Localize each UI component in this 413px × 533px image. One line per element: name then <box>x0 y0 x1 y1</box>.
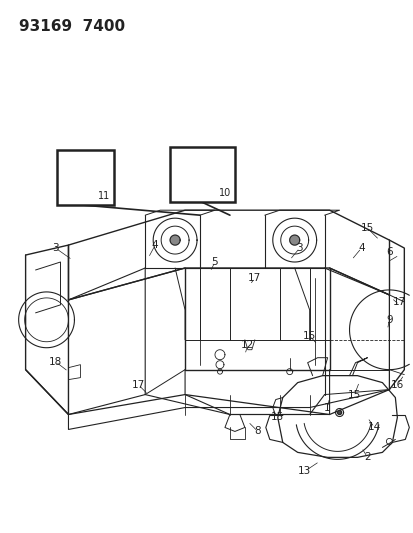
Text: 6: 6 <box>385 247 392 257</box>
Text: 17: 17 <box>131 379 145 390</box>
Text: 4: 4 <box>152 240 158 250</box>
Text: 17: 17 <box>248 273 261 283</box>
Bar <box>56 150 114 205</box>
Text: 14: 14 <box>367 423 380 432</box>
Text: 8: 8 <box>254 426 261 437</box>
Polygon shape <box>170 235 180 245</box>
Text: 15: 15 <box>360 223 373 233</box>
Text: 15: 15 <box>302 331 316 341</box>
Text: 2: 2 <box>363 453 370 462</box>
Polygon shape <box>337 410 341 415</box>
Text: 10: 10 <box>218 188 230 198</box>
Text: 4: 4 <box>357 243 364 253</box>
Text: 16: 16 <box>390 379 403 390</box>
Text: 12: 12 <box>241 340 254 350</box>
Text: 13: 13 <box>297 466 311 477</box>
Bar <box>170 148 234 202</box>
Text: 93169  7400: 93169 7400 <box>19 19 124 34</box>
Text: 18: 18 <box>49 357 62 367</box>
Text: 15: 15 <box>347 390 360 400</box>
Text: 3: 3 <box>296 243 302 253</box>
Text: 3: 3 <box>52 243 59 253</box>
Text: 1: 1 <box>323 402 330 413</box>
Text: 15: 15 <box>271 413 284 423</box>
Polygon shape <box>289 235 299 245</box>
Text: 9: 9 <box>385 315 392 325</box>
Polygon shape <box>76 176 80 180</box>
Text: 17: 17 <box>392 297 405 307</box>
Text: 5: 5 <box>211 257 218 267</box>
Text: 11: 11 <box>98 191 110 201</box>
